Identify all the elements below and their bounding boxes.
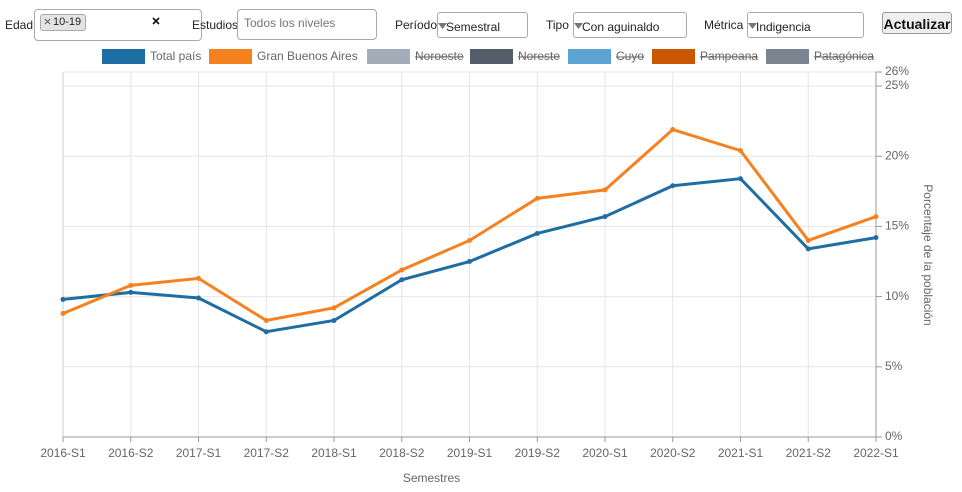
edad-select[interactable]: 10-19 [34,9,202,41]
legend-label: Total país [150,49,201,63]
point [534,195,540,201]
legend-label: Noreste [518,49,560,63]
edad-tag-text: 10-19 [53,16,82,28]
y-axis-title: Porcentaje de la población [921,184,935,325]
point [399,277,405,283]
clear-icon[interactable] [152,17,160,25]
x-tick-label: 2018-S1 [311,446,357,460]
x-tick-label: 2021-S2 [786,446,832,460]
y-tick-label: 5% [885,359,903,373]
estudios-select[interactable]: Todos los niveles [237,9,377,40]
x-tick-label: 2017-S2 [244,446,290,460]
legend-swatch [766,49,809,64]
point [873,214,879,220]
legend-swatch [102,49,145,64]
point [738,148,743,154]
legend-label: Gran Buenos Aires [257,49,358,63]
x-axis-title: Semestres [403,471,460,485]
tipo-label: Tipo [546,18,569,32]
x-tick-label: 2019-S1 [447,446,493,460]
point [60,310,66,316]
x-tick-label: 2020-S1 [582,446,628,460]
x-tick-label: 2017-S1 [176,446,222,460]
point [128,289,134,295]
y-tick-label: 20% [885,148,909,162]
point [873,235,879,241]
x-tick-label: 2021-S1 [718,446,764,460]
point [331,317,337,323]
point [602,214,608,220]
point [534,230,540,236]
metrica-label: Métrica [704,18,744,32]
point [196,295,201,301]
legend-swatch [367,49,410,64]
point [738,176,743,182]
periodo-value: Semestral [446,20,501,34]
estudios-placeholder: Todos los niveles [244,16,336,30]
point [805,237,811,243]
point [805,246,811,252]
x-tick-label: 2020-S2 [650,446,696,460]
dropdown-arrow [748,23,757,29]
legend-swatch [470,49,513,64]
tag-remove-icon[interactable] [44,18,51,25]
legend-label: Pampeana [700,49,758,63]
legend-label: Patagónica [814,49,874,63]
point [467,237,472,243]
edad-tag[interactable]: 10-19 [40,14,87,31]
point [670,183,676,189]
edad-label: Edad [5,18,34,32]
y-tick-label: 10% [885,289,909,303]
legend-label: Noroeste [415,49,464,63]
x-tick-label: 2019-S2 [515,446,561,460]
legend-label: Cuyo [616,49,644,63]
point [467,259,472,265]
x-tick-label: 2022-S1 [853,446,899,460]
point [128,282,134,288]
dropdown-arrow [574,23,583,29]
estudios-label: Estudios [192,18,239,32]
point [263,317,269,323]
tipo-value: Con aguinaldo [582,20,660,34]
periodo-label: Período [395,18,438,32]
point [602,187,608,193]
legend-swatch [652,49,695,64]
legend-swatch [209,49,252,64]
x-tick-label: 2016-S1 [40,446,86,460]
point [331,305,337,311]
legend-swatch [568,49,611,64]
y-tick-label: 15% [885,219,909,233]
metrica-value: Indigencia [756,20,811,34]
point [196,275,201,281]
x-tick-label: 2016-S2 [108,446,154,460]
metrica-select[interactable]: Indigencia [747,12,864,38]
point [263,329,269,335]
update-button[interactable]: Actualizar [882,12,952,34]
periodo-select[interactable]: Semestral [437,12,528,38]
point [399,267,405,273]
x-tick-label: 2018-S2 [379,446,425,460]
point [60,296,66,302]
y-tick-label: 26% [885,64,909,78]
point [670,127,676,133]
tipo-select[interactable]: Con aguinaldo [573,12,687,38]
y-tick-label: 25% [885,78,909,92]
y-tick-label: 0% [885,429,903,443]
dropdown-arrow [438,23,447,29]
